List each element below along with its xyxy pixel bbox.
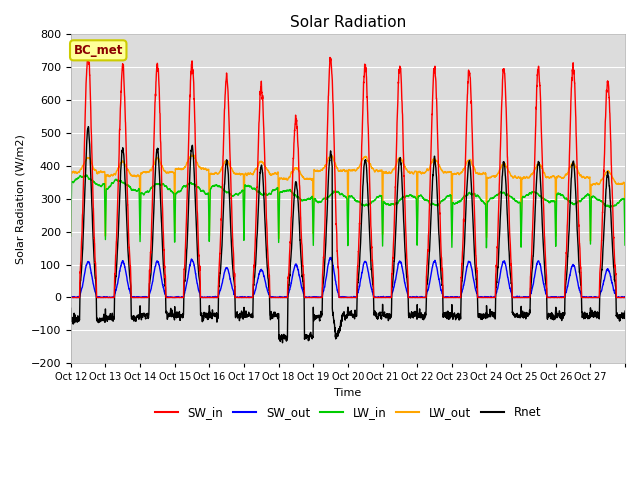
LW_in xyxy=(527,191,535,197)
Rnet xyxy=(369,279,376,285)
LW_in xyxy=(369,198,376,204)
Title: Solar Radiation: Solar Radiation xyxy=(290,15,406,30)
LW_out xyxy=(500,161,508,167)
SW_in xyxy=(500,66,508,72)
SW_out xyxy=(542,290,550,296)
Legend: SW_in, SW_out, LW_in, LW_out, Rnet: SW_in, SW_out, LW_in, LW_out, Rnet xyxy=(150,401,546,423)
SW_out xyxy=(527,289,535,295)
SW_out xyxy=(621,294,629,300)
SW_in xyxy=(67,295,75,300)
LW_in xyxy=(621,242,629,248)
Line: SW_out: SW_out xyxy=(71,257,625,298)
LW_out xyxy=(587,238,595,244)
LW_in xyxy=(542,197,550,203)
Rnet xyxy=(500,160,508,166)
LW_in xyxy=(83,172,90,178)
LW_out xyxy=(398,158,406,164)
SW_out xyxy=(399,266,406,272)
SW_out xyxy=(369,289,376,295)
SW_in xyxy=(398,106,406,111)
Rnet xyxy=(621,308,629,314)
SW_out xyxy=(500,258,508,264)
SW_in xyxy=(527,261,535,266)
Rnet xyxy=(67,305,75,311)
LW_out xyxy=(527,171,535,177)
LW_in xyxy=(398,194,406,200)
SW_in xyxy=(621,295,629,300)
LW_out xyxy=(190,152,198,158)
Rnet xyxy=(278,340,286,346)
SW_out xyxy=(327,254,335,260)
Rnet xyxy=(399,186,406,192)
X-axis label: Time: Time xyxy=(334,388,362,398)
LW_in xyxy=(483,245,490,251)
LW_in xyxy=(500,190,508,195)
Rnet xyxy=(527,279,535,285)
Rnet xyxy=(182,267,189,273)
LW_out xyxy=(182,163,189,169)
Line: LW_out: LW_out xyxy=(71,155,625,241)
Y-axis label: Solar Radiation (W/m2): Solar Radiation (W/m2) xyxy=(15,134,25,264)
SW_in xyxy=(182,236,189,241)
Text: BC_met: BC_met xyxy=(74,44,123,57)
LW_out xyxy=(369,165,376,171)
Line: Rnet: Rnet xyxy=(71,127,625,343)
Line: SW_in: SW_in xyxy=(71,55,625,298)
LW_in xyxy=(182,183,189,189)
SW_out xyxy=(67,294,75,300)
SW_in xyxy=(369,259,376,265)
LW_out xyxy=(67,232,75,238)
Rnet xyxy=(542,279,550,285)
Rnet xyxy=(84,124,92,130)
SW_in xyxy=(541,258,549,264)
LW_out xyxy=(541,173,549,179)
LW_out xyxy=(621,226,629,232)
SW_out xyxy=(70,295,77,300)
SW_in xyxy=(84,52,92,58)
Line: LW_in: LW_in xyxy=(71,175,625,248)
SW_out xyxy=(182,285,189,291)
LW_in xyxy=(67,233,75,239)
